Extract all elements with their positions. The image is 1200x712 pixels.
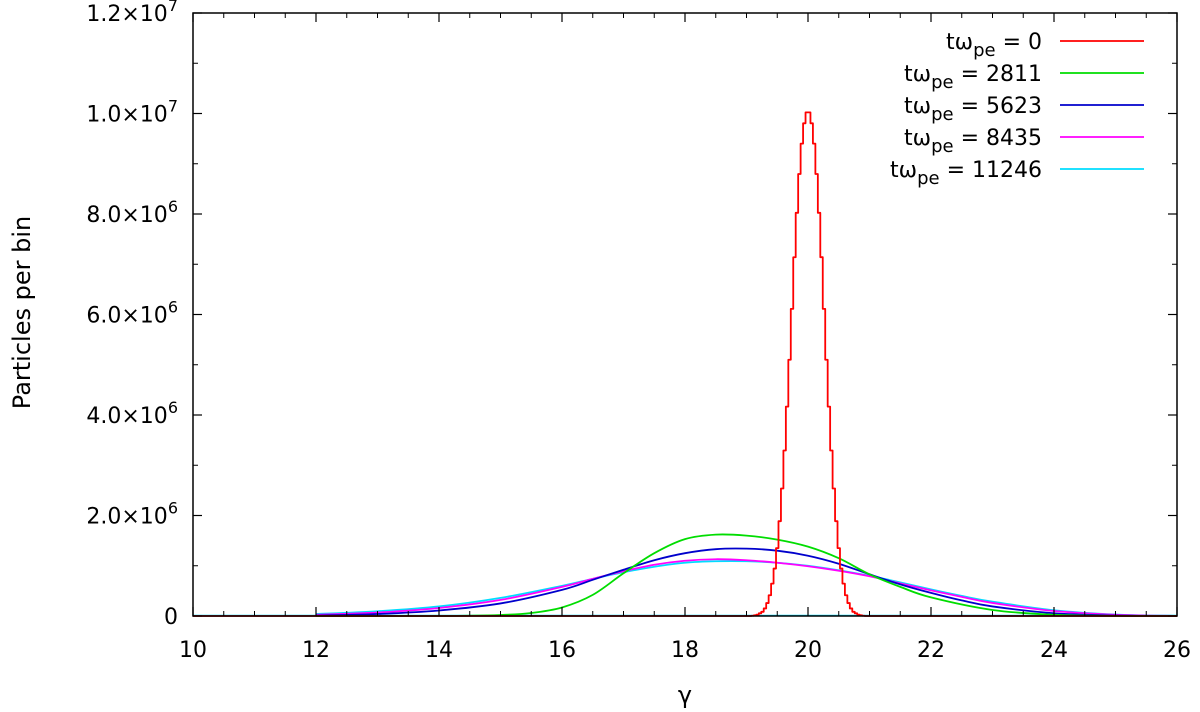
legend-label: tωpe = 8435 [904,126,1042,157]
axis-tick-labels: 10 12 14 16 18 20 22 24 26 0 2.0×106 4.0×106 6.0×106… [86,0,1191,663]
x-tick-label: 22 [917,638,945,663]
series-line-3 [315,558,1178,617]
y-tick-label: 1.0×107 [86,97,178,128]
x-tick-label: 24 [1040,638,1068,663]
legend-label: tωpe = 2811 [904,62,1042,93]
axis-ticks [192,12,1178,617]
y-tick-label: 2.0×106 [86,499,178,530]
y-tick-label: 8.0×106 [86,197,178,228]
y-tick-label: 1.2×107 [86,0,178,27]
legend-label: tωpe = 11246 [890,158,1042,189]
legend-label: tωpe = 0 [946,30,1042,61]
x-tick-label: 26 [1163,638,1191,663]
series-line-1 [315,533,1178,617]
plot-data-layer [193,111,1178,617]
y-tick-label: 0 [164,605,178,630]
y-tick-label: 6.0×106 [86,298,178,329]
x-tick-label: 10 [179,638,207,663]
x-axis-title: γ [678,681,692,709]
series-line-0 [193,111,1177,617]
x-tick-label: 12 [302,638,330,663]
x-tick-label: 18 [671,638,699,663]
y-tick-label: 4.0×106 [86,398,178,429]
y-axis-title: Particles per bin [8,216,36,409]
x-tick-label: 20 [794,638,822,663]
series-line-2 [315,547,1178,617]
x-tick-label: 14 [425,638,453,663]
x-tick-label: 16 [548,638,576,663]
legend-label: tωpe = 5623 [904,94,1042,125]
